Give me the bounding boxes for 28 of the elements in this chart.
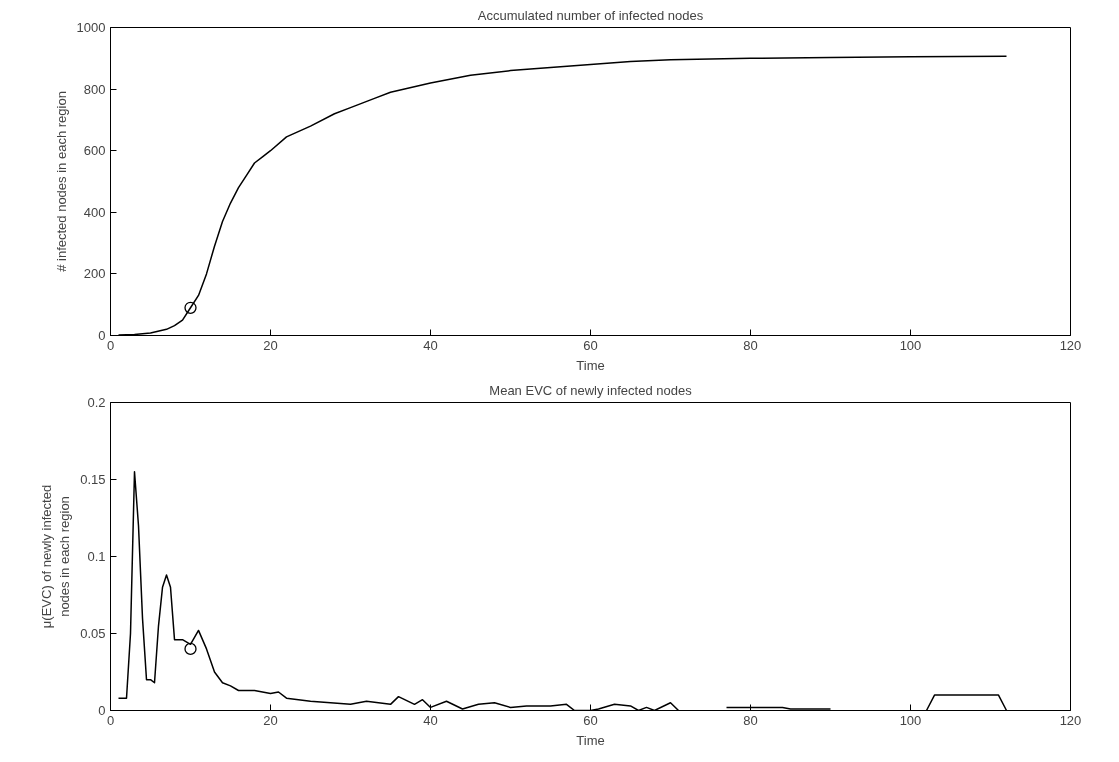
y-tick-label: 1000 <box>76 20 106 35</box>
y-tick-label: 0.05 <box>80 626 106 641</box>
x-tick-label: 20 <box>263 337 278 353</box>
y-tick-label: 0.15 <box>80 472 106 487</box>
y-tick-label: 600 <box>83 143 106 159</box>
line-series <box>117 55 1008 336</box>
x-tick-label: 40 <box>423 712 438 728</box>
x-tick-label: 100 <box>899 337 922 353</box>
chart-title: Mean EVC of newly infected nodes <box>489 382 693 398</box>
x-tick-label: 120 <box>1059 712 1082 728</box>
y-tick-label: 200 <box>83 266 106 282</box>
y-axis-title: # infected nodes in each region <box>53 91 69 272</box>
x-tick-label: 20 <box>263 712 278 728</box>
x-tick-label: 80 <box>743 712 758 728</box>
x-axis-title: Time <box>576 732 605 748</box>
x-tick-label: 80 <box>743 337 758 353</box>
x-tick-label: 120 <box>1059 337 1082 353</box>
x-tick-label: 60 <box>583 337 598 353</box>
x-tick-label: 60 <box>583 712 598 728</box>
x-tick-label: 100 <box>899 712 922 728</box>
y-tick-label: 800 <box>83 81 106 97</box>
chart-title: Accumulated number of infected nodes <box>477 7 704 23</box>
y-tick-label: 0.2 <box>87 395 106 410</box>
y-tick-label: 400 <box>83 204 106 220</box>
x-axis-title: Time <box>576 357 605 373</box>
x-tick-label: 40 <box>423 337 438 353</box>
y-tick-label: 0.1 <box>87 549 106 564</box>
y-axis-title: μ(EVC) of newly infected nodes in each region <box>39 484 73 629</box>
